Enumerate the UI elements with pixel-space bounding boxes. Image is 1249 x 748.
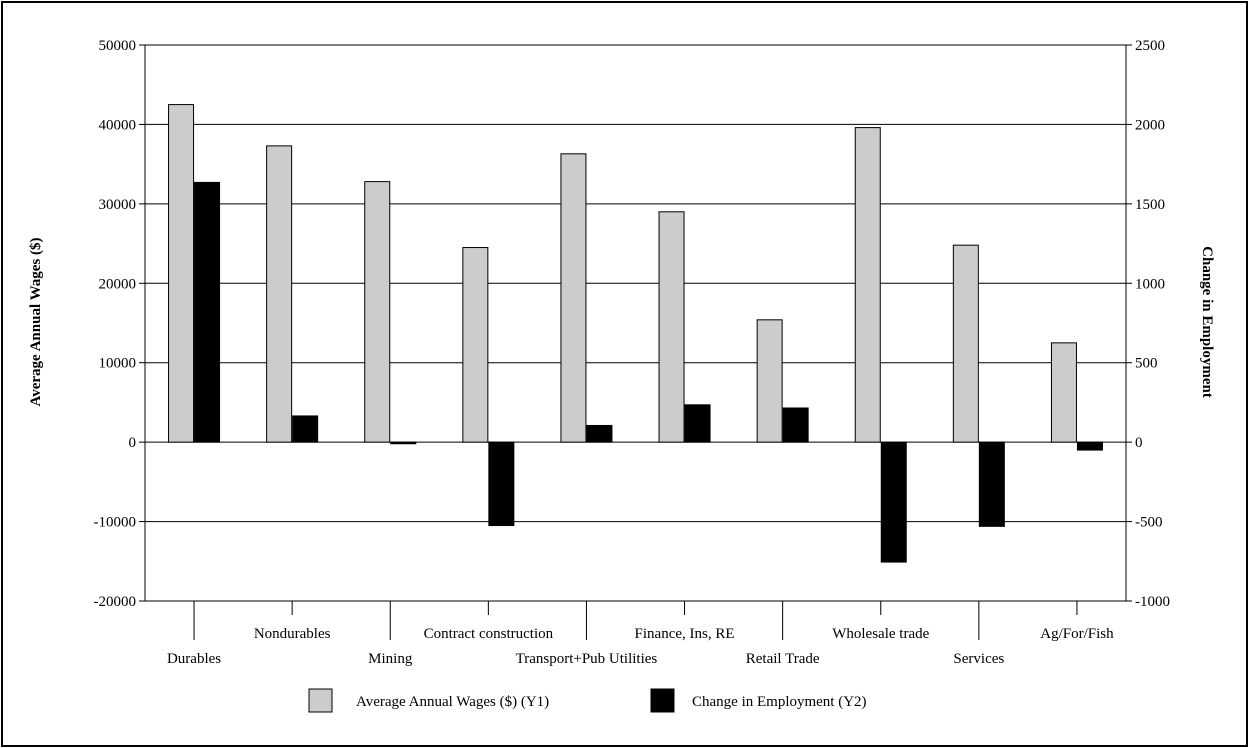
category-label: Retail Trade [746, 651, 820, 667]
employment-bar [880, 441, 907, 563]
wages-bar [952, 244, 979, 443]
category-label: Transport+Pub Utilities [516, 651, 658, 667]
wages-bar [168, 104, 195, 443]
employment-bar [292, 415, 319, 443]
y1-axis-title: Average Annual Wages ($) [28, 237, 44, 406]
legend-label-wages: Average Annual Wages ($) (Y1) [356, 694, 549, 710]
bar-series [168, 104, 1103, 563]
employment-bar [586, 424, 613, 443]
wages-bar [560, 153, 587, 443]
wages-bar [266, 145, 293, 443]
legend-swatch-employment [650, 688, 675, 713]
y2-tick-label: 500 [1135, 356, 1158, 372]
wages-bar [854, 127, 881, 443]
y2-axis-title: Change in Employment [1199, 246, 1215, 398]
y1-tick-label: 10000 [99, 356, 137, 372]
category-label: Mining [368, 651, 413, 667]
category-label: Durables [167, 651, 221, 667]
y1-tick-label: -10000 [94, 515, 137, 531]
employment-bar [194, 181, 221, 443]
y2-tick-label: -1000 [1135, 594, 1170, 610]
y2-tick-label: 1500 [1135, 197, 1165, 213]
category-label: Ag/For/Fish [1040, 626, 1114, 642]
y1-tick-label: 0 [129, 435, 137, 451]
y2-tick-label: 1000 [1135, 276, 1165, 292]
y2-tick-label: 2500 [1135, 38, 1165, 54]
legend: Average Annual Wages ($) (Y1) Change in … [308, 688, 867, 713]
category-label: Nondurables [254, 626, 331, 642]
category-label: Wholesale trade [832, 626, 929, 642]
legend-label-employment: Change in Employment (Y2) [692, 694, 867, 710]
y1-tick-label: 20000 [99, 276, 137, 292]
employment-bar [684, 404, 711, 443]
y1-tick-labels: -20000 -10000 0 10000 20000 30000 40000 50000 [94, 38, 137, 610]
y1-tick-label: 40000 [99, 117, 137, 133]
legend-swatch-wages [308, 688, 333, 713]
wages-bar [756, 319, 783, 443]
y1-tick-label: 30000 [99, 197, 137, 213]
wages-bar [658, 211, 685, 443]
category-labels: Durables Nondurables Mining Contract constr… [167, 626, 1114, 667]
y2-tick-label: 2000 [1135, 117, 1165, 133]
employment-bar [1076, 441, 1103, 451]
wages-bar [1050, 342, 1077, 443]
axes [139, 44, 1132, 640]
employment-bar [978, 441, 1005, 527]
y1-tick-label: 50000 [99, 38, 137, 54]
category-label: Contract construction [424, 626, 554, 642]
wages-bar [462, 247, 489, 443]
employment-bar [782, 407, 809, 443]
employment-bar [390, 441, 417, 445]
y2-tick-labels: -1000 -500 0 500 1000 1500 2000 2500 [1135, 38, 1170, 610]
employment-bar [488, 441, 515, 527]
y1-tick-label: -20000 [94, 594, 137, 610]
category-label: Services [953, 651, 1004, 667]
y2-tick-label: -500 [1135, 515, 1163, 531]
wages-bar [364, 181, 391, 443]
category-label: Finance, Ins, RE [635, 626, 735, 642]
y2-tick-label: 0 [1135, 435, 1143, 451]
